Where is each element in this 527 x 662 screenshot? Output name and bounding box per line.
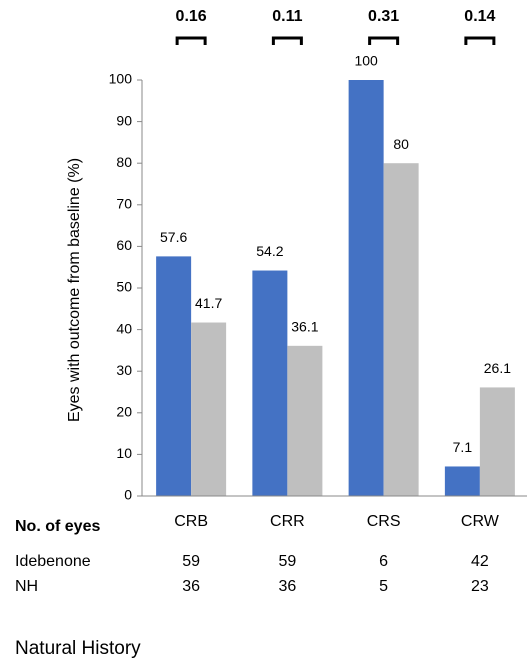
table-cell: 23 — [471, 578, 489, 595]
x-tick-label: CRB — [174, 513, 208, 530]
bar — [156, 256, 192, 496]
x-tick-label: CRR — [270, 513, 305, 530]
x-tick-label: CRW — [461, 513, 500, 530]
bar — [252, 270, 288, 496]
table-cell: 5 — [379, 578, 388, 595]
y-axis-label: Eyes with outcome from baseline (%) — [66, 158, 83, 422]
y-tick-label: 10 — [116, 445, 132, 461]
bar — [348, 80, 384, 496]
bracket — [464, 36, 496, 45]
value-label: 26.1 — [484, 360, 511, 376]
row-label: Idebenone — [15, 553, 91, 570]
table-cell: 36 — [278, 578, 296, 595]
value-label: 80 — [393, 136, 409, 152]
y-tick-label: 40 — [116, 320, 132, 336]
value-label: 36.1 — [291, 319, 318, 335]
bar — [191, 322, 227, 496]
bar — [287, 345, 323, 496]
p-value: 0.16 — [176, 8, 207, 25]
table-cell: 42 — [471, 553, 489, 570]
y-tick-label: 80 — [116, 154, 132, 170]
value-label: 100 — [354, 53, 378, 69]
y-tick-label: 0 — [124, 487, 132, 503]
p-value: 0.11 — [272, 8, 302, 25]
bracket — [368, 36, 400, 45]
y-tick-label: 20 — [116, 404, 132, 420]
row-label: NH — [15, 578, 38, 595]
y-tick-label: 70 — [116, 196, 132, 212]
table-header: No. of eyes — [15, 518, 100, 535]
table-cell: 36 — [182, 578, 200, 595]
y-tick-label: 90 — [116, 112, 132, 128]
p-value: 0.31 — [368, 8, 399, 25]
bracket — [175, 36, 207, 45]
p-value: 0.14 — [464, 8, 495, 25]
bar — [383, 163, 419, 496]
y-tick-label: 30 — [116, 362, 132, 378]
value-label: 7.1 — [453, 439, 473, 455]
y-tick-label: 50 — [116, 279, 132, 295]
x-tick-label: CRS — [367, 513, 401, 530]
value-label: 41.7 — [195, 295, 222, 311]
footer: Natural History — [15, 638, 141, 659]
bar — [444, 466, 480, 496]
bar — [479, 387, 515, 496]
y-tick-label: 100 — [109, 71, 133, 87]
value-label: 54.2 — [256, 243, 283, 259]
table-cell: 59 — [278, 553, 296, 570]
bracket — [271, 36, 303, 45]
table-cell: 6 — [379, 553, 388, 570]
value-label: 57.6 — [160, 229, 187, 245]
y-tick-label: 60 — [116, 237, 132, 253]
table-cell: 59 — [182, 553, 200, 570]
